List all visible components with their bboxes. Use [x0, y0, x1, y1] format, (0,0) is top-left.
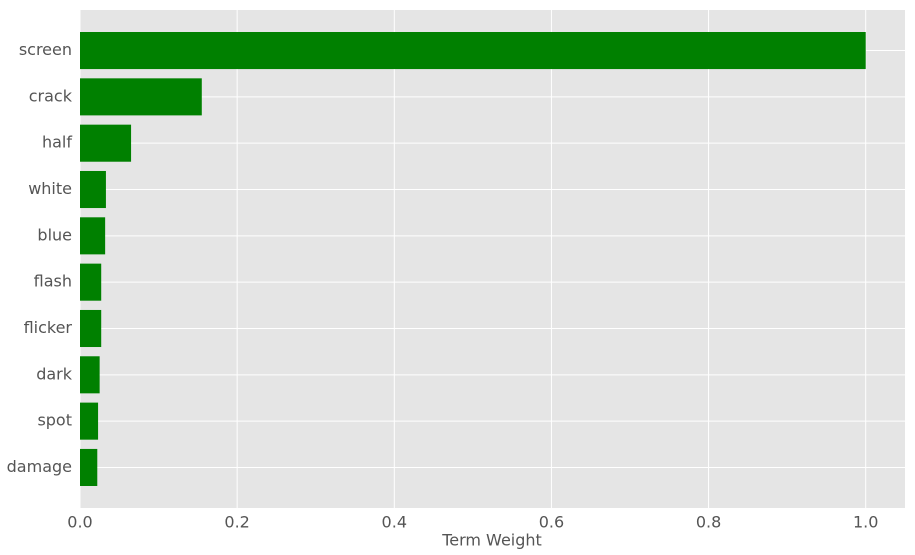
bar [80, 309, 102, 348]
y-tick-label: dark [36, 364, 73, 383]
bar [80, 78, 202, 116]
y-tick-label: flicker [24, 318, 73, 337]
x-tick-label: 0.4 [382, 513, 407, 532]
bar [80, 402, 99, 440]
bar [80, 217, 106, 255]
bar [80, 448, 98, 486]
y-tick-label: blue [37, 225, 72, 244]
y-tick-label: damage [7, 457, 72, 476]
y-tick-label: white [28, 179, 72, 198]
y-tick-label: flash [34, 272, 72, 291]
y-tick-label: screen [19, 40, 72, 59]
bar [80, 124, 132, 162]
y-tick-label: half [42, 133, 72, 152]
x-tick-label: 0.8 [696, 513, 721, 532]
y-tick-label: crack [29, 86, 73, 105]
bar [80, 356, 100, 394]
y-tick-label: spot [37, 411, 72, 430]
x-tick-label: 0.6 [539, 513, 564, 532]
x-tick-label: 1.0 [853, 513, 878, 532]
bar [80, 170, 106, 209]
x-tick-label: 0.0 [67, 513, 92, 532]
x-tick-label: 0.2 [224, 513, 249, 532]
bar [80, 263, 102, 301]
bar [80, 32, 866, 70]
x-axis-label: Term Weight [441, 531, 542, 550]
plot-area [80, 10, 905, 508]
